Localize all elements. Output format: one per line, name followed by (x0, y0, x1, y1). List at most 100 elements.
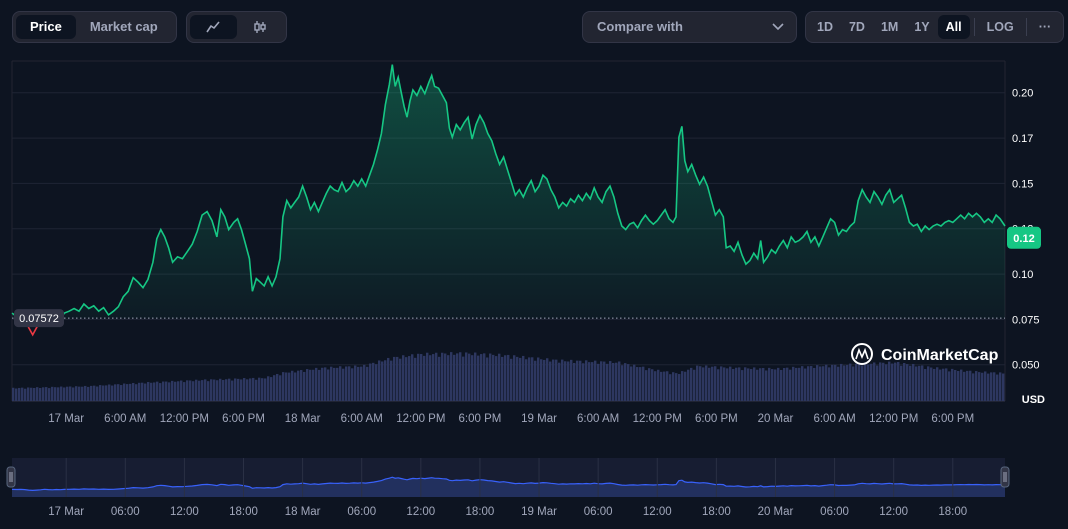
volume-bar (957, 370, 960, 401)
price-tab[interactable]: Price (16, 15, 76, 39)
volume-bar (489, 353, 492, 401)
chevron-down-icon (772, 12, 784, 53)
volume-bar (705, 365, 708, 401)
chart-type-toggle (186, 11, 287, 43)
volume-bar (762, 368, 765, 401)
volume-bar (945, 368, 948, 401)
volume-bar (744, 367, 747, 401)
x-tick-label: 12:00 PM (160, 413, 209, 425)
volume-bar (741, 370, 744, 401)
volume-bar (453, 354, 456, 401)
volume-bar (933, 368, 936, 401)
range-1y-button[interactable]: 1Y (914, 20, 930, 34)
navigator-x-tick-label: 06:00 (820, 506, 849, 518)
x-tick-label: 6:00 PM (931, 413, 974, 425)
x-tick-label: 19 Mar (521, 413, 557, 425)
volume-bar (78, 386, 81, 401)
navigator-right-handle[interactable] (1000, 466, 1010, 488)
volume-bar (885, 364, 888, 401)
reference-price-label: 0.07572 (19, 313, 59, 325)
navigator-x-tick-label: 06:00 (111, 506, 140, 518)
price-area-fill (12, 64, 1005, 319)
volume-bar (33, 387, 36, 401)
more-options-button[interactable]: ··· (1038, 20, 1052, 34)
volume-bar (600, 361, 603, 401)
navigator-left-handle[interactable] (6, 466, 16, 488)
y-axis-unit: USD (1022, 394, 1045, 406)
x-tick-label: 6:00 PM (459, 413, 502, 425)
volume-bar (333, 367, 336, 401)
volume-bar (282, 372, 285, 401)
volume-bar (411, 354, 414, 401)
range-1m-button[interactable]: 1M (880, 20, 899, 34)
volume-bar (807, 366, 810, 401)
volume-bar (552, 359, 555, 401)
log-scale-button[interactable]: LOG (986, 20, 1014, 34)
volume-bar (978, 372, 981, 401)
volume-bar (918, 365, 921, 401)
candlestick-button[interactable] (237, 15, 284, 39)
volume-bar (567, 361, 570, 401)
market-cap-tab[interactable]: Market cap (89, 19, 158, 34)
volume-bar (684, 371, 687, 401)
divider (1025, 18, 1027, 36)
range-1d-button[interactable]: 1D (817, 20, 833, 34)
volume-bar (258, 377, 261, 401)
current-price-label: 0.12 (1013, 233, 1034, 245)
line-chart-button[interactable] (190, 15, 237, 39)
volume-bar (1002, 373, 1005, 401)
volume-bar (825, 364, 828, 401)
volume-bar (711, 366, 714, 401)
volume-bar (714, 366, 717, 401)
navigator-x-tick-label: 06:00 (584, 506, 613, 518)
volume-bar (24, 388, 27, 401)
volume-bar (189, 380, 192, 401)
range-all-button[interactable]: All (937, 15, 970, 39)
volume-bar (546, 358, 549, 401)
volume-bar (108, 384, 111, 401)
volume-bar (366, 366, 369, 401)
volume-bar (651, 369, 654, 401)
volume-bar (57, 387, 60, 401)
volume-bar (267, 376, 270, 401)
volume-bar (729, 366, 732, 401)
line-chart-icon (206, 21, 220, 33)
volume-bar (525, 359, 528, 401)
compare-with-dropdown[interactable]: Compare with (582, 11, 797, 43)
volume-bar (354, 365, 357, 401)
volume-bar (948, 371, 951, 401)
range-navigator[interactable] (6, 458, 1010, 497)
x-tick-label: 18 Mar (285, 413, 321, 425)
volume-bar (987, 373, 990, 401)
volume-bar (750, 369, 753, 401)
reference-price-badge: 0.07572 (14, 309, 64, 328)
volume-bar (867, 364, 870, 401)
volume-bar (915, 366, 918, 401)
volume-bar (270, 377, 273, 401)
volume-bar (483, 353, 486, 401)
volume-bar (432, 354, 435, 401)
volume-bar (687, 369, 690, 401)
x-tick-label: 12:00 PM (633, 413, 682, 425)
volume-bar (615, 362, 618, 401)
volume-bar (564, 361, 567, 401)
volume-bar (975, 371, 978, 401)
volume-bar (477, 355, 480, 401)
volume-bar (582, 363, 585, 401)
volume-bar (861, 365, 864, 401)
navigator-x-tick-label: 18 Mar (285, 506, 321, 518)
compare-with-label: Compare with (597, 19, 683, 34)
volume-bar (921, 365, 924, 401)
volume-bar (819, 366, 822, 401)
volume-bar (657, 369, 660, 401)
volume-bar (504, 355, 507, 401)
volume-bar (447, 355, 450, 401)
navigator-x-tick-label: 17 Mar (48, 506, 84, 518)
volume-bar (897, 362, 900, 401)
volume-bar (792, 366, 795, 401)
volume-bar (510, 358, 513, 401)
volume-bar (246, 379, 249, 401)
range-7d-button[interactable]: 7D (848, 20, 865, 34)
volume-bar (162, 381, 165, 401)
x-tick-label: 6:00 PM (222, 413, 265, 425)
